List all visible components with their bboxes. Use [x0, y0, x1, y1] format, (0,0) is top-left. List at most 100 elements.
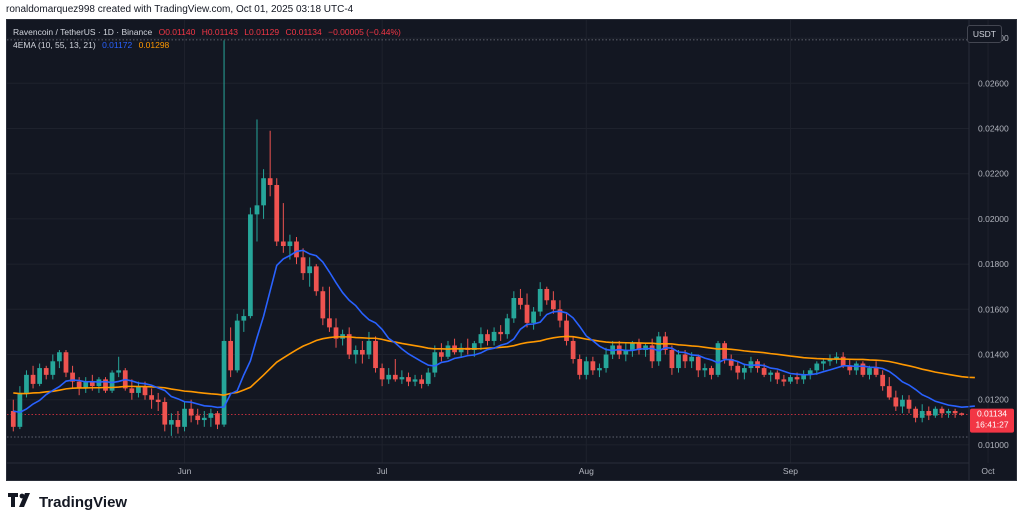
candle[interactable] [63, 349, 69, 378]
candle[interactable] [913, 406, 918, 423]
candle[interactable] [201, 411, 207, 427]
candle[interactable] [313, 264, 319, 296]
candle[interactable] [267, 130, 273, 197]
candle[interactable] [366, 331, 372, 360]
candle[interactable] [939, 406, 945, 418]
candle[interactable] [485, 329, 490, 346]
candle[interactable] [518, 288, 523, 310]
candle[interactable] [741, 363, 747, 380]
candle[interactable] [162, 397, 168, 432]
candle[interactable] [300, 248, 306, 280]
candle[interactable] [564, 313, 569, 346]
symbol-title[interactable]: Ravencoin / TetherUS · 1D · Binance [13, 27, 153, 37]
candle[interactable] [656, 331, 662, 366]
candle[interactable] [702, 363, 708, 378]
candle[interactable] [735, 361, 741, 380]
candle[interactable] [37, 363, 43, 387]
candle[interactable] [695, 354, 701, 378]
candle[interactable] [182, 401, 187, 432]
candle[interactable] [188, 399, 194, 423]
candle[interactable] [636, 338, 642, 355]
candle[interactable] [821, 359, 826, 371]
candle[interactable] [893, 390, 899, 412]
candle[interactable] [807, 368, 813, 380]
candle[interactable] [880, 370, 886, 391]
candle[interactable] [419, 374, 425, 389]
candle[interactable] [952, 408, 958, 418]
candle[interactable] [432, 345, 438, 378]
candle[interactable] [801, 370, 807, 384]
candle[interactable] [280, 203, 286, 253]
candle[interactable] [10, 399, 16, 432]
candle[interactable] [142, 381, 148, 400]
candle[interactable] [906, 395, 912, 414]
candle[interactable] [577, 354, 583, 380]
candle[interactable] [498, 325, 504, 341]
candle[interactable] [17, 386, 23, 430]
candle[interactable] [873, 361, 879, 378]
candle[interactable] [531, 307, 536, 330]
candle[interactable] [524, 293, 530, 328]
candle[interactable] [406, 372, 411, 387]
candle[interactable] [425, 368, 431, 387]
candle[interactable] [175, 411, 181, 434]
candle[interactable] [583, 356, 589, 380]
candle[interactable] [261, 169, 266, 219]
candle[interactable] [597, 363, 602, 378]
candle[interactable] [788, 374, 793, 384]
candle[interactable] [129, 379, 135, 400]
candle[interactable] [30, 365, 36, 389]
currency-badge[interactable]: USDT [966, 25, 1002, 43]
candle[interactable] [155, 392, 161, 412]
candle[interactable] [590, 356, 596, 375]
candle[interactable] [550, 291, 556, 314]
candle[interactable] [274, 178, 280, 247]
candle[interactable] [768, 370, 774, 382]
candle[interactable] [241, 309, 247, 332]
candle[interactable] [452, 338, 457, 355]
candle[interactable] [116, 356, 122, 378]
candle[interactable] [248, 207, 253, 319]
candle[interactable] [386, 368, 392, 384]
candle[interactable] [70, 365, 75, 389]
candle[interactable] [537, 282, 543, 317]
candle[interactable] [392, 359, 398, 382]
candle[interactable] [439, 343, 444, 362]
candlestick-chart[interactable]: 0.028000.026000.024000.022000.020000.018… [7, 20, 1017, 481]
candle[interactable] [557, 300, 563, 328]
candle[interactable] [307, 257, 313, 287]
candle[interactable] [781, 374, 787, 387]
candle[interactable] [353, 345, 359, 364]
candle[interactable] [676, 349, 681, 373]
candle[interactable] [50, 354, 56, 380]
candle[interactable] [774, 370, 780, 384]
candle[interactable] [221, 40, 227, 427]
candle[interactable] [346, 327, 352, 360]
candle[interactable] [399, 370, 405, 384]
indicator-title[interactable]: 4EMA (10, 55, 13, 21) [13, 40, 96, 50]
candle[interactable] [412, 374, 418, 387]
chart-panel[interactable]: 0.028000.026000.024000.022000.020000.018… [6, 19, 1017, 481]
candle[interactable] [959, 412, 965, 416]
candle[interactable] [643, 343, 648, 357]
candle[interactable] [228, 327, 234, 378]
candle[interactable] [234, 313, 240, 373]
candle[interactable] [932, 406, 938, 418]
candle[interactable] [373, 336, 378, 373]
candle[interactable] [715, 340, 721, 378]
candle[interactable] [728, 354, 734, 371]
candle[interactable] [511, 291, 517, 323]
candle[interactable] [491, 327, 497, 346]
candle[interactable] [57, 349, 62, 369]
candle[interactable] [43, 365, 49, 380]
candle[interactable] [333, 318, 339, 348]
candle[interactable] [814, 361, 820, 375]
candle[interactable] [195, 408, 201, 425]
candle[interactable] [294, 236, 299, 265]
candle[interactable] [103, 377, 108, 393]
candle[interactable] [149, 388, 154, 409]
candle[interactable] [926, 406, 932, 421]
candle[interactable] [544, 286, 550, 305]
candle[interactable] [827, 354, 833, 366]
candle[interactable] [320, 286, 326, 326]
